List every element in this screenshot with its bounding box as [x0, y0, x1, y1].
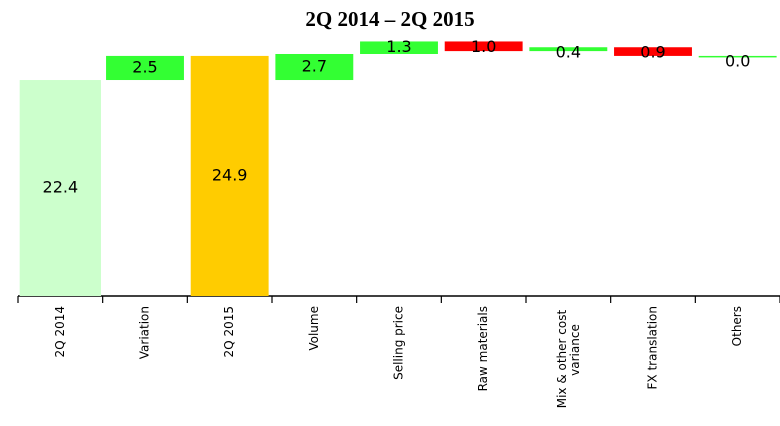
x-tick-label: 2Q 2014	[53, 306, 67, 357]
bar	[19, 80, 101, 296]
x-tick-label: Others	[730, 306, 744, 346]
value-label: 22.4	[43, 178, 79, 197]
value-label: 0.9	[640, 43, 665, 62]
value-label: 1.3	[386, 37, 411, 56]
value-label: 2.7	[302, 57, 327, 76]
value-label: 0.4	[556, 43, 581, 62]
value-label: 0.0	[725, 51, 750, 70]
value-label: 24.9	[212, 165, 248, 184]
x-tick-label: Raw materials	[476, 306, 490, 391]
bar	[614, 47, 692, 56]
x-tick-label: Variation	[138, 306, 152, 359]
x-tick-label: Selling price	[392, 306, 406, 380]
x-tick-label: Mix & other cost variance	[554, 306, 581, 408]
bar	[360, 41, 438, 54]
bar	[444, 41, 523, 52]
x-tick-label: FX translation	[646, 306, 660, 389]
value-label: 2.5	[132, 57, 157, 76]
x-tick-label: 2Q 2015	[222, 306, 236, 357]
bar	[529, 47, 608, 52]
bar	[698, 55, 777, 58]
bar	[106, 55, 184, 81]
bar	[190, 55, 269, 296]
value-label: 1.0	[471, 37, 496, 56]
x-tick-label: Volume	[307, 306, 321, 351]
bar	[275, 53, 354, 81]
chart-title: 2Q 2014 – 2Q 2015	[305, 7, 474, 31]
